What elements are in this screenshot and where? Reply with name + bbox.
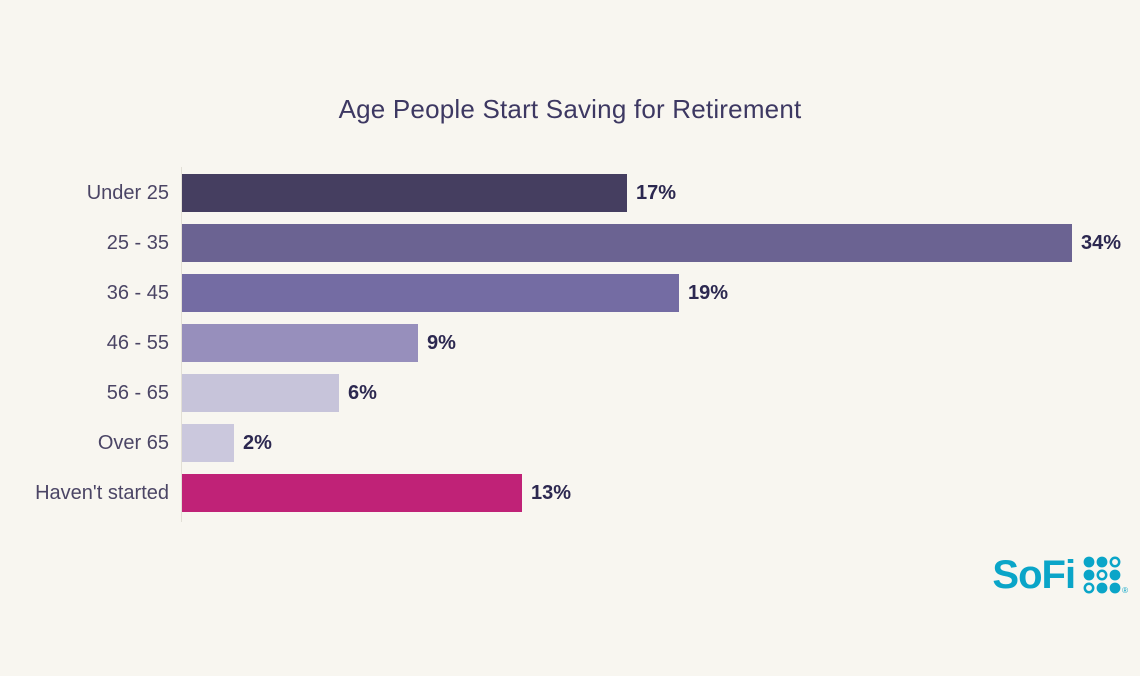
chart-rows: Under 25 17% 25 - 35 34% 36 - 45 19% 46 - 55 9%… [0,168,1140,518]
value-label: 9% [427,331,456,354]
category-label: 25 - 35 [106,231,169,254]
bar-zone: 6% [182,368,1140,418]
sofi-dots-icon [1083,556,1121,594]
chart-row: Under 25 17% [0,168,1140,218]
chart-row: 36 - 45 19% [0,268,1140,318]
bar-zone: 13% [182,468,1140,518]
value-label: 2% [243,431,272,454]
chart-row: 25 - 35 34% [0,218,1140,268]
value-label: 19% [688,281,729,304]
bar [182,224,1072,262]
value-label: 17% [636,181,677,204]
category-label: Over 65 [97,431,169,454]
y-axis-line [181,167,182,522]
bar [182,324,418,362]
category-label: 36 - 45 [106,281,169,304]
bar [182,374,339,412]
bar-zone: 9% [182,318,1140,368]
bar [182,174,627,212]
category-label: 56 - 65 [106,381,169,404]
registered-mark: ® [1122,586,1128,595]
bar [182,424,234,462]
chart-row: 56 - 65 6% [0,368,1140,418]
chart-title: Age People Start Saving for Retirement [338,94,802,124]
category-label: Under 25 [86,181,169,204]
bar [182,474,522,512]
value-label: 13% [531,481,572,504]
sofi-wordmark: SoFi [992,553,1076,597]
category-label: 46 - 55 [106,331,169,354]
bar-zone: 19% [182,268,1140,318]
category-label: Haven't started [35,481,169,504]
sofi-logo: SoFi ® [992,553,1128,597]
chart-row: Over 65 2% [0,418,1140,468]
bar [182,274,679,312]
value-label: 6% [348,381,377,404]
bar-zone: 2% [182,418,1140,468]
value-label: 34% [1081,231,1122,254]
bar-zone: 34% [182,218,1140,268]
bar-zone: 17% [182,168,1140,218]
chart-row: 46 - 55 9% [0,318,1140,368]
chart-row: Haven't started 13% [0,468,1140,518]
